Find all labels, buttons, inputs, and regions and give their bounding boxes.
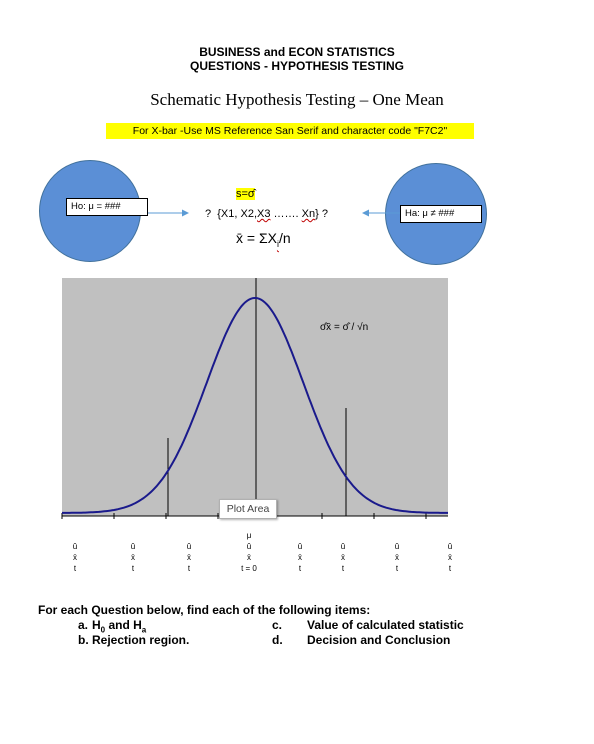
item-d-text: Decision and Conclusion bbox=[307, 633, 451, 647]
questions-intro: For each Question below, find each of th… bbox=[38, 603, 371, 617]
item-c-text: Value of calculated statistic bbox=[307, 618, 464, 632]
item-c-label: c. bbox=[272, 618, 283, 632]
highlighted-note: For X-bar -Use MS Reference San Serif an… bbox=[106, 123, 474, 139]
normal-curve-line bbox=[62, 296, 448, 514]
left-arrow-icon bbox=[362, 209, 400, 217]
sample-mean-formula: x̄ = ΣXi/n bbox=[236, 230, 291, 249]
axis-mu-label bbox=[123, 530, 143, 541]
axis-column: û x̄ t bbox=[387, 530, 407, 574]
axis-hat-label: û bbox=[130, 542, 136, 551]
axis-hat-label: û bbox=[394, 542, 400, 551]
axis-column: û x̄ t bbox=[179, 530, 199, 574]
axis-t-label: t = 0 bbox=[241, 564, 257, 573]
axis-xbar-label: x̄ bbox=[247, 553, 251, 562]
axis-hat-label: û bbox=[297, 542, 303, 551]
plot-area-tooltip: Plot Area bbox=[219, 499, 277, 519]
axis-hat-label: û bbox=[186, 542, 192, 551]
axis-xbar-label: x̄ bbox=[73, 553, 77, 562]
axis-t-label: t bbox=[341, 564, 345, 573]
item-b-label: b. bbox=[78, 633, 89, 647]
axis-t-label: t bbox=[73, 564, 77, 573]
sample-data-set: ? {X1, X2,X3 ……. Xn} ? bbox=[205, 208, 328, 220]
axis-xbar-label: x̄ bbox=[448, 553, 452, 562]
axis-hat-label: û bbox=[340, 542, 346, 551]
axis-hat-label: û bbox=[447, 542, 453, 551]
item-d-label: d. bbox=[272, 633, 283, 647]
axis-column: û x̄ t bbox=[290, 530, 310, 574]
axis-xbar-label: x̄ bbox=[131, 553, 135, 562]
axis-hat-label: û bbox=[246, 542, 252, 551]
normal-curve-chart bbox=[61, 278, 448, 519]
page-title: Schematic Hypothesis Testing – One Mean bbox=[150, 90, 444, 109]
axis-xbar-label: x̄ bbox=[341, 553, 345, 562]
axis-xbar-label: x̄ bbox=[298, 553, 302, 562]
axis-column: û x̄ t bbox=[440, 530, 460, 574]
axis-column: û x̄ t bbox=[333, 530, 353, 574]
alt-hypothesis-box: Ha: μ ≠ ### bbox=[400, 205, 482, 223]
header-line-1: BUSINESS and ECON STATISTICS bbox=[199, 45, 395, 59]
axis-hat-label: û bbox=[72, 542, 78, 551]
axis-mu-label bbox=[179, 530, 199, 541]
axis-mu-label bbox=[440, 530, 460, 541]
item-b-text: Rejection region. bbox=[92, 633, 190, 647]
axis-column: û x̄ t bbox=[65, 530, 85, 574]
null-hypothesis-box: Ho: μ = ### bbox=[66, 198, 148, 216]
axis-t-label: t bbox=[187, 564, 191, 573]
right-arrow-icon bbox=[148, 209, 189, 217]
axis-column: û x̄ t bbox=[123, 530, 143, 574]
axis-t-label: t bbox=[395, 564, 399, 573]
item-a-label: a. bbox=[78, 618, 89, 632]
axis-t-label: t bbox=[448, 564, 452, 573]
axis-xbar-label: x̄ bbox=[187, 553, 191, 562]
item-a-text: H0 and Ha bbox=[92, 618, 147, 635]
s-sigma-hat-label: s=σ̂ bbox=[236, 188, 255, 200]
axis-xbar-label: x̄ bbox=[395, 553, 399, 562]
axis-mu-label bbox=[387, 530, 407, 541]
plot-area bbox=[62, 278, 448, 516]
header-line-2: QUESTIONS - HYPOTHESIS TESTING bbox=[189, 59, 405, 73]
axis-mu-label bbox=[65, 530, 85, 541]
std-error-annotation: σ̂x̄ = σ̂ / √n bbox=[320, 322, 369, 333]
axis-mu-label: μ bbox=[246, 531, 252, 540]
axis-mu-label bbox=[290, 530, 310, 541]
axis-mu-label bbox=[333, 530, 353, 541]
axis-t-label: t bbox=[298, 564, 302, 573]
axis-t-label: t bbox=[131, 564, 135, 573]
axis-column: μ û x̄ t = 0 bbox=[234, 530, 264, 574]
